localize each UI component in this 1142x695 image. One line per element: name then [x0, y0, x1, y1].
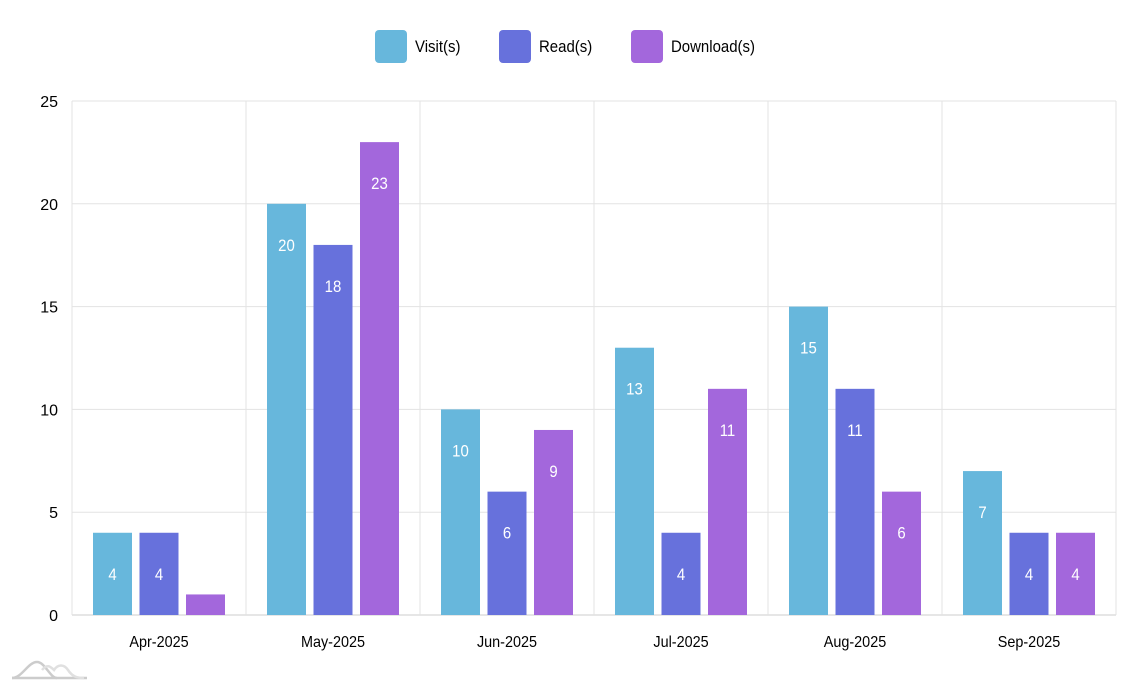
x-tick-label: May-2025 — [301, 633, 365, 651]
y-tick-label: 0 — [49, 608, 58, 625]
y-tick-label: 20 — [40, 197, 58, 214]
bar-downloads — [708, 388, 747, 615]
legend-item-visits[interactable]: Visit(s) — [375, 30, 467, 63]
data-label: 15 — [800, 340, 817, 358]
data-label: 4 — [677, 566, 685, 584]
x-tick-label: Sep-2025 — [998, 633, 1060, 651]
data-label: 11 — [847, 422, 863, 440]
bar-reads — [313, 244, 353, 616]
y-tick-label: 10 — [40, 402, 58, 419]
legend-swatch — [631, 30, 664, 63]
y-tick-label: 25 — [40, 94, 58, 111]
data-label: 23 — [371, 175, 388, 193]
x-tick-label: Aug-2025 — [824, 633, 886, 651]
data-label: 4 — [155, 566, 163, 584]
bar-visits — [267, 203, 306, 616]
bar-downloads — [360, 142, 399, 615]
y-tick-label: 5 — [49, 505, 58, 522]
x-tick-label: Jul-2025 — [653, 633, 708, 651]
legend-swatch — [375, 30, 408, 63]
data-label: 10 — [452, 443, 469, 461]
x-tick-label: Jun-2025 — [477, 633, 537, 651]
data-label: 4 — [1071, 566, 1079, 584]
data-label: 7 — [978, 504, 986, 522]
legend-label: Download(s) — [671, 36, 756, 56]
data-label: 11 — [720, 422, 736, 440]
data-label: 4 — [1025, 566, 1033, 584]
bar-reads — [139, 532, 179, 615]
chart-legend: Visit(s) Read(s) Download(s) — [0, 30, 1142, 63]
bar-reads — [1009, 532, 1049, 615]
bars — [93, 142, 1095, 616]
legend-item-downloads[interactable]: Download(s) — [631, 30, 766, 63]
data-labels: 4 4 20 18 23 10 6 9 13 4 11 15 11 6 7 4 4 — [108, 175, 1079, 584]
axes: 0 5 10 15 20 25 Apr-2025 May-2025 Jun-2025 Jul-20… — [40, 94, 1060, 651]
bar-downloads — [186, 594, 225, 615]
legend-swatch — [498, 30, 531, 63]
legend-label: Read(s) — [538, 36, 593, 56]
bar-visits — [963, 471, 1002, 615]
bar-visits — [93, 532, 132, 615]
bar-reads — [835, 388, 875, 615]
bar-visits — [615, 347, 654, 615]
bar-downloads — [882, 491, 921, 615]
legend-label: Visit(s) — [415, 36, 461, 56]
bar-visits — [441, 409, 480, 615]
bar-reads — [661, 532, 701, 615]
legend-item-reads[interactable]: Read(s) — [498, 30, 599, 63]
data-label: 6 — [503, 525, 511, 543]
data-label: 4 — [108, 566, 116, 584]
amcharts-logo-icon — [11, 660, 87, 680]
bar-reads — [487, 491, 527, 615]
data-label: 20 — [278, 237, 295, 255]
data-label: 9 — [549, 463, 557, 481]
y-tick-label: 15 — [40, 300, 58, 317]
bar-visits — [789, 306, 828, 615]
data-label: 13 — [626, 381, 643, 399]
bar-downloads — [1056, 532, 1095, 615]
x-tick-label: Apr-2025 — [129, 633, 188, 651]
grid — [71, 100, 1117, 616]
data-label: 6 — [897, 525, 905, 543]
data-label: 18 — [325, 278, 342, 296]
bar-downloads — [534, 429, 573, 615]
